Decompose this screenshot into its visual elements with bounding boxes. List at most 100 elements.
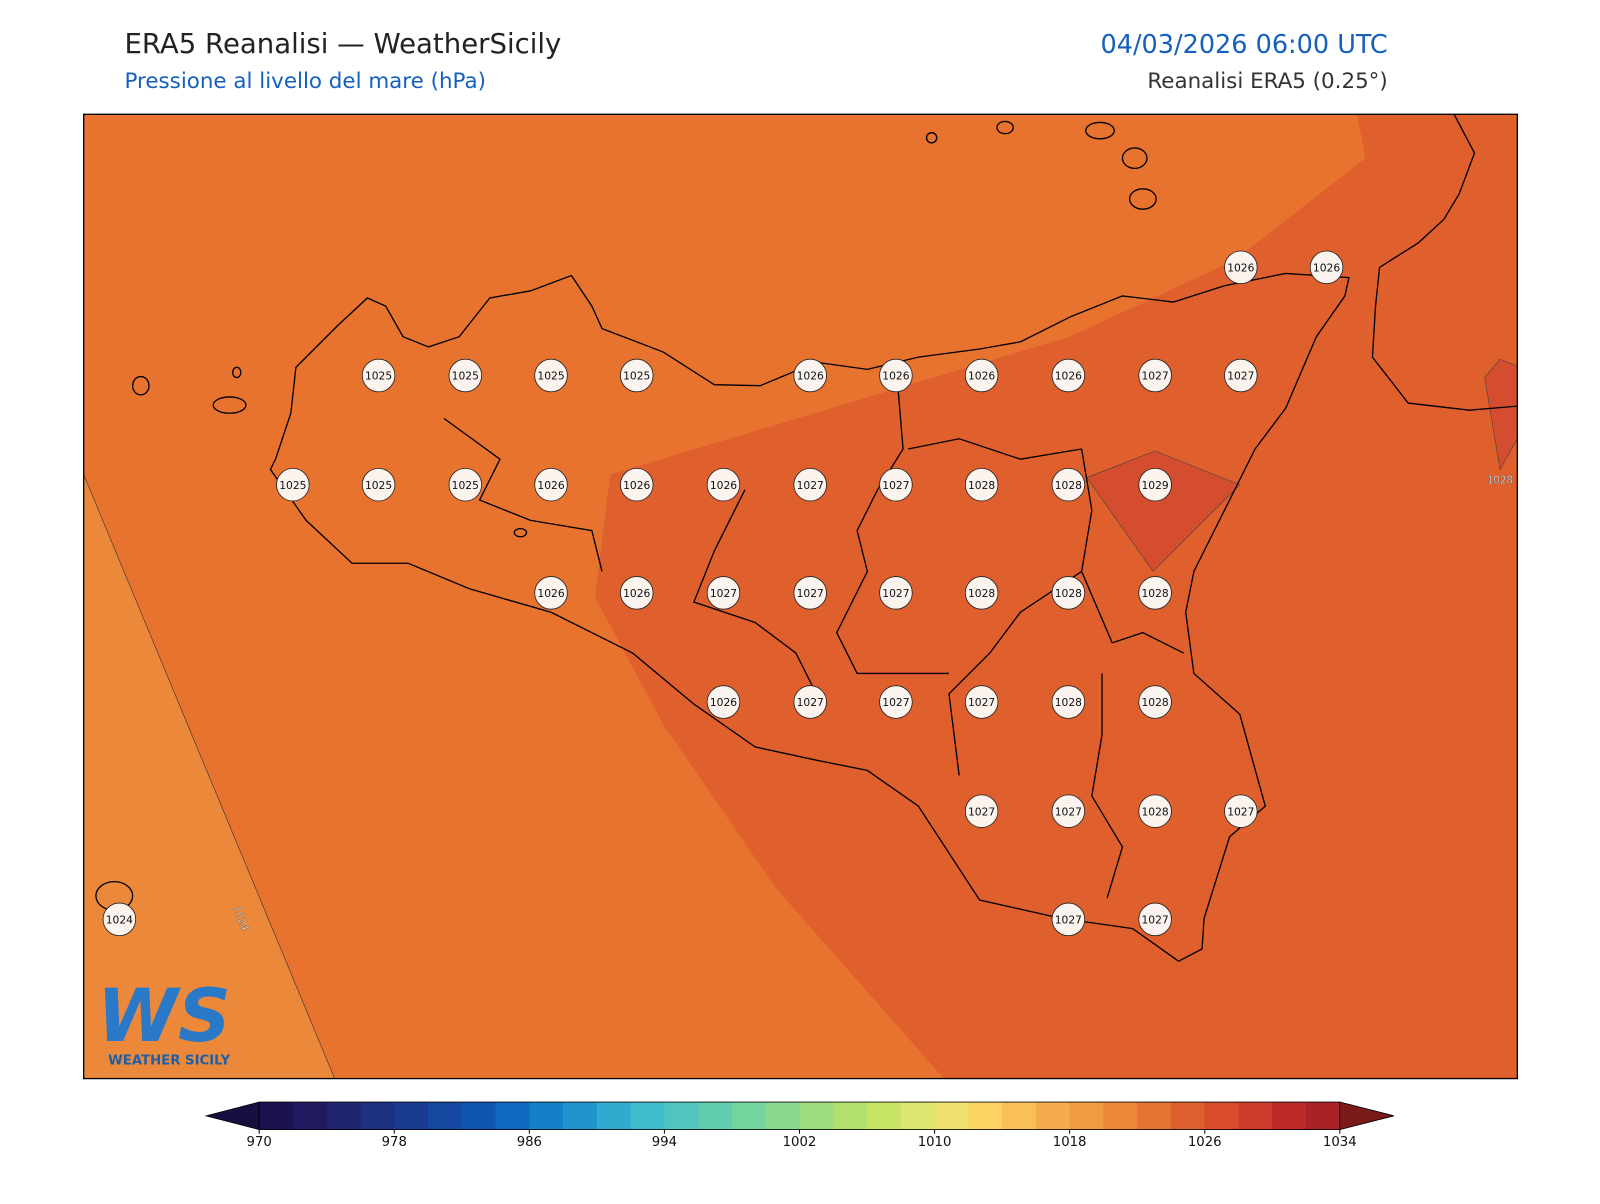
station-marker	[879, 576, 913, 610]
station-marker	[534, 467, 568, 502]
station-marker	[534, 576, 568, 610]
colorbar-segment	[360, 1102, 395, 1130]
station-marker	[620, 358, 654, 393]
colorbar-segment	[259, 1102, 294, 1130]
station-marker	[620, 467, 654, 502]
station-marker	[1051, 467, 1086, 502]
colorbar-segment	[968, 1102, 1003, 1130]
station-value: 1027	[1227, 370, 1254, 383]
station-value: 1027	[1227, 805, 1254, 818]
colorbar-segment	[1103, 1102, 1138, 1130]
colorbar-tick-label: 1002	[783, 1135, 817, 1150]
station-value: 1026	[1313, 261, 1340, 274]
station-value: 1027	[1141, 370, 1168, 383]
station-marker	[706, 685, 741, 719]
colorbar-segment	[529, 1102, 564, 1130]
station-marker	[879, 685, 913, 719]
station-marker	[1051, 358, 1086, 393]
colorbar-segment	[428, 1102, 463, 1130]
station-value: 1028	[1055, 696, 1082, 709]
logo: WS WEATHER SICILY	[97, 974, 231, 1068]
map	[83, 114, 1518, 1079]
station-value: 1026	[1227, 261, 1254, 274]
colorbar: 970 978 986 994 1002 1010 1018 1026 1034	[204, 1101, 1394, 1150]
map-frame	[83, 113, 1519, 1080]
colorbar-segment	[461, 1102, 497, 1130]
station-marker	[964, 576, 999, 610]
station-marker	[1138, 902, 1172, 937]
station-marker	[793, 576, 827, 610]
logo-text: WEATHER SICILY	[108, 1053, 230, 1068]
station-value: 1029	[1141, 479, 1168, 492]
colorbar-tick-label: 986	[517, 1135, 542, 1150]
station-value: 1026	[710, 479, 737, 492]
colorbar-segment	[1170, 1102, 1206, 1130]
station-marker	[448, 467, 483, 502]
station-marker	[276, 467, 310, 502]
colorbar-segment	[1306, 1102, 1341, 1130]
colorbar-segment	[1069, 1102, 1104, 1130]
station-value: 1028	[1141, 587, 1168, 600]
colorbar-segment	[292, 1102, 328, 1130]
station-marker	[964, 358, 999, 393]
station-marker	[1224, 250, 1258, 285]
colorbar-segment	[664, 1102, 699, 1130]
colorbar-tick-label: 994	[652, 1135, 677, 1150]
stations: 1026 1026 1025 1025 1025 1025 1026 1026 1026 1026…	[102, 250, 1513, 937]
station-marker	[620, 576, 654, 610]
station-marker	[1051, 794, 1086, 828]
station-value: 1026	[797, 370, 824, 383]
coastline-sicily	[269, 272, 1350, 963]
colorbar-tick-label: 978	[382, 1135, 407, 1150]
colorbar-segment	[1272, 1102, 1307, 1130]
station-marker	[102, 902, 137, 937]
station-value: 1026	[623, 479, 650, 492]
station-marker	[1309, 250, 1344, 285]
contour-label: 1028	[1487, 476, 1513, 487]
station-value: 1025	[452, 479, 479, 492]
station-marker	[1138, 794, 1172, 828]
field-1029	[1086, 450, 1241, 572]
colorbar-extend-high	[1339, 1101, 1394, 1131]
colorbar-tick-label: 970	[247, 1135, 272, 1150]
colorbar-segment	[900, 1102, 936, 1130]
field-1029	[1484, 358, 1518, 471]
station-value: 1025	[365, 370, 392, 383]
station-value: 1025	[452, 370, 479, 383]
colorbar-segment	[765, 1102, 800, 1130]
station-marker	[534, 358, 568, 393]
station-value: 1027	[968, 805, 995, 818]
station-marker	[879, 358, 913, 393]
station-marker	[793, 467, 827, 502]
station-marker	[361, 467, 396, 502]
station-marker	[964, 794, 999, 828]
colorbar-segment	[731, 1102, 767, 1130]
station-value: 1026	[1055, 370, 1082, 383]
station-marker	[1051, 576, 1086, 610]
station-marker	[1224, 794, 1258, 828]
station-marker	[1224, 358, 1258, 393]
station-value: 1028	[968, 587, 995, 600]
station-marker	[1051, 902, 1086, 937]
station-value: 1027	[1141, 913, 1168, 926]
station-value: 1025	[623, 370, 650, 383]
colorbar-extend-low	[204, 1101, 260, 1131]
station-marker	[1138, 685, 1172, 719]
colorbar-segment	[1035, 1102, 1071, 1130]
logo-mark: WS	[97, 974, 231, 1059]
colorbar-tick-label: 1010	[918, 1135, 952, 1150]
colorbar-segment	[934, 1102, 969, 1130]
colorbar-segment	[596, 1102, 632, 1130]
colorbar-segment	[1002, 1102, 1037, 1130]
station-value: 1028	[968, 479, 995, 492]
station-marker	[793, 685, 827, 719]
field-1024	[83, 474, 336, 1079]
station-marker	[448, 358, 483, 393]
station-marker	[361, 358, 396, 393]
station-value: 1027	[882, 696, 909, 709]
colorbar-segment	[495, 1102, 530, 1130]
station-value: 1027	[797, 696, 824, 709]
station-value: 1028	[1055, 587, 1082, 600]
station-marker	[706, 467, 741, 502]
coastline-calabria	[1371, 114, 1518, 411]
